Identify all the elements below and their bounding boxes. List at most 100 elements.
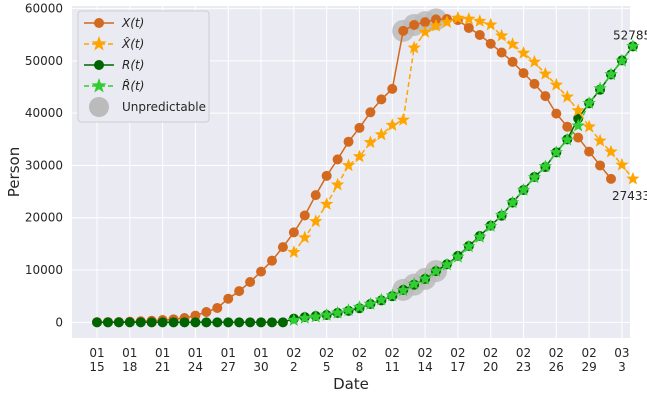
x-hat-point xyxy=(309,214,323,228)
y-tick-label: 0 xyxy=(55,315,63,329)
x-tick-label: 27 xyxy=(221,360,236,374)
x-tick-label: 02 xyxy=(319,346,334,360)
x-axis-label: Date xyxy=(333,375,369,393)
x-hat-point xyxy=(571,103,585,117)
x-point xyxy=(529,78,540,89)
r-hat-point xyxy=(604,67,618,81)
x-hat-point xyxy=(473,14,487,27)
r-hat-point xyxy=(527,170,542,184)
x-tick-label: 14 xyxy=(417,360,432,374)
legend-item: X̂(t) xyxy=(84,36,144,51)
legend-marker xyxy=(91,78,107,93)
r-hat-point xyxy=(462,239,476,253)
y-tick-label: 50000 xyxy=(25,54,63,68)
x-point xyxy=(354,122,365,133)
x-point xyxy=(201,306,212,317)
x-point xyxy=(223,293,234,304)
r-hat-point xyxy=(615,53,629,67)
r-point xyxy=(135,317,146,328)
r-point xyxy=(168,317,179,328)
x-tick-label: 11 xyxy=(385,360,400,374)
legend-marker xyxy=(89,97,109,117)
r-hat-point xyxy=(626,39,640,52)
x-point xyxy=(474,29,485,40)
r-point xyxy=(201,317,212,328)
x-tick-label: 01 xyxy=(188,346,203,360)
x-point xyxy=(420,17,431,28)
legend-label: Unpredictable xyxy=(122,100,206,114)
y-tick-label: 20000 xyxy=(25,211,63,225)
x-tick-label: 18 xyxy=(122,360,137,374)
x-tick-label: 01 xyxy=(155,346,170,360)
x-tick-label: 02 xyxy=(549,346,564,360)
r-hat-point xyxy=(320,308,334,321)
x-point xyxy=(310,190,321,201)
x-point xyxy=(212,302,223,313)
x-hat-point xyxy=(484,17,498,31)
x-point xyxy=(595,160,606,171)
x-point xyxy=(387,83,398,94)
legend-label: R(t) xyxy=(122,58,144,72)
x-tick-label: 15 xyxy=(89,360,104,374)
r-point xyxy=(277,317,288,328)
x-point xyxy=(266,255,277,266)
x-point xyxy=(463,22,474,33)
x-tick-label: 17 xyxy=(450,360,465,374)
x-tick-label: 02 xyxy=(286,346,301,360)
x-point xyxy=(365,107,376,118)
x-point xyxy=(332,154,343,165)
r-hat-point xyxy=(330,305,345,319)
legend-marker xyxy=(94,60,104,70)
y-tick-label: 30000 xyxy=(25,158,63,172)
x-point xyxy=(256,266,267,277)
x-hat-point xyxy=(363,135,378,149)
x-hat-point xyxy=(538,67,552,80)
x-tick-label: 02 xyxy=(516,346,531,360)
x-hat-point xyxy=(505,37,520,50)
y-tick-label: 10000 xyxy=(25,263,63,277)
x-hat-point xyxy=(451,11,465,24)
r-point xyxy=(212,317,223,328)
x-point xyxy=(343,136,354,147)
x-hat-point xyxy=(341,158,356,172)
r-point xyxy=(179,317,190,328)
x-hat-point xyxy=(298,230,312,244)
x-hat-point xyxy=(418,25,432,38)
x-hat-point xyxy=(320,197,334,210)
x-hat-point xyxy=(407,40,421,54)
legend-label: X̂(t) xyxy=(121,37,144,51)
x-hat-point xyxy=(582,119,596,133)
r-hat-point xyxy=(287,313,301,326)
r-point xyxy=(113,317,124,328)
x-hat-point xyxy=(495,28,509,42)
x-point xyxy=(562,121,573,132)
y-axis-label: Person xyxy=(5,147,23,197)
tick-labels: 0100002000030000400005000060000011501180… xyxy=(25,2,630,374)
r-hat-point xyxy=(560,132,574,146)
r-hat-point xyxy=(352,300,367,313)
legend-item: R(t) xyxy=(84,58,144,72)
r-point xyxy=(102,317,113,328)
r-hat-point xyxy=(571,118,585,132)
x-tick-label: 29 xyxy=(581,360,596,374)
x-tick-label: 5 xyxy=(323,360,331,374)
x-point xyxy=(551,108,562,119)
x-tick-label: 23 xyxy=(516,360,531,374)
x-hat-point xyxy=(626,171,640,185)
legend-marker xyxy=(94,18,104,28)
r-hat-point xyxy=(495,208,509,221)
x-hat-point xyxy=(440,15,454,28)
legend-box xyxy=(77,10,210,123)
x-tick-label: 3 xyxy=(618,360,626,374)
r-point xyxy=(266,317,277,328)
x-hat-point xyxy=(615,157,629,171)
x-tick-label: 8 xyxy=(356,360,364,374)
x-point xyxy=(398,25,409,36)
legend-label: X(t) xyxy=(121,16,144,30)
r-hat-point xyxy=(298,311,312,324)
x-hat-point xyxy=(527,54,542,68)
x-tick-label: 30 xyxy=(253,360,268,374)
x-tick-label: 01 xyxy=(221,346,236,360)
x-point xyxy=(485,38,496,49)
